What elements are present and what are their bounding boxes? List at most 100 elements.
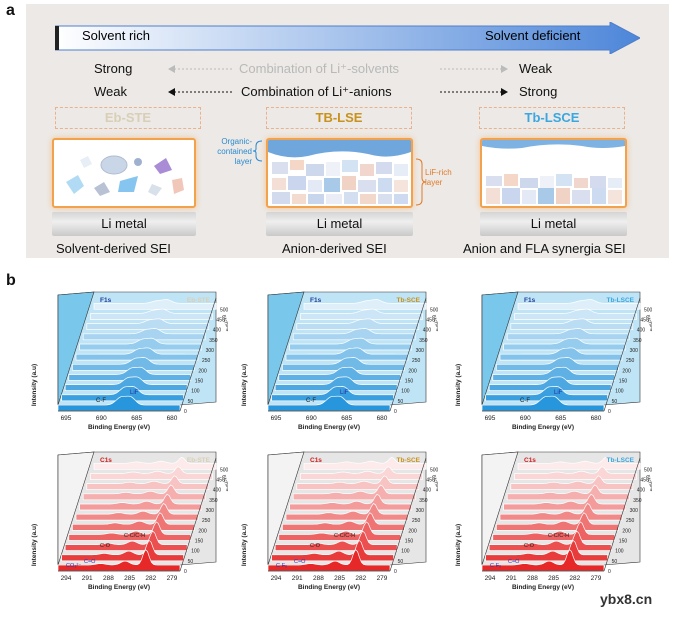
depth-tick-label: 350 <box>209 338 218 344</box>
x-axis-label: Binding Energy (eV) <box>88 584 150 591</box>
sei-box-solvent <box>52 138 196 208</box>
x-tick-label: 690 <box>96 415 107 422</box>
depth-tick-label: 0 <box>608 569 611 575</box>
depth-tick-label: 200 <box>198 528 207 534</box>
spectrum-layer <box>292 484 416 501</box>
spectrum-layer <box>61 539 184 562</box>
spectrum-layer <box>488 376 612 392</box>
spectrum-layer <box>61 386 184 402</box>
caption-solvent-sei: Solvent-derived SEI <box>56 241 171 256</box>
spectrum-layer <box>282 512 405 531</box>
depth-tick-label: 450 <box>216 317 225 323</box>
annotation-label: C-Fₓ <box>490 563 501 569</box>
lif-layer-bracket <box>415 158 427 206</box>
spectrum-layer <box>82 328 206 341</box>
row2-left-arrow <box>168 88 234 96</box>
depth-axis-label: Etching time (s) <box>430 314 438 349</box>
depth-tick-label: 300 <box>206 508 215 514</box>
depth-tick-label: 350 <box>633 498 642 504</box>
x-tick-label: 294 <box>61 575 72 582</box>
depth-axis-line <box>179 297 217 412</box>
x-tick-label: 288 <box>103 575 114 582</box>
depth-tick-label: 100 <box>401 549 410 555</box>
depth-tick-label: 50 <box>188 559 194 565</box>
label-tb-lsce: Tb-LSCE <box>479 107 625 129</box>
spectrum-layer <box>499 347 623 361</box>
spectrum-layer <box>517 299 641 310</box>
xps-plot-svg: 294 291 288 285 282 279 Binding Energy (eV) Int… <box>455 451 662 591</box>
row1-right: Weak <box>519 61 552 76</box>
depth-tick-label: 350 <box>419 498 428 504</box>
depth-tick-label: 0 <box>394 409 397 415</box>
depth-axis-label: Etching time (s) <box>220 474 228 509</box>
depth-tick-label: 450 <box>216 477 225 483</box>
spectrum-layer <box>289 493 412 511</box>
element-label: C1s <box>310 457 322 464</box>
x-tick-label: 685 <box>555 415 566 422</box>
depth-tick-label: 150 <box>619 378 628 384</box>
depth-axis-label: Etching time (s) <box>430 474 438 509</box>
x-tick-label: 685 <box>341 415 352 422</box>
annotation-label: C-O <box>100 543 111 549</box>
depth-tick-label: 0 <box>184 569 187 575</box>
spectrum-layer <box>492 521 616 541</box>
depth-tick-label: 500 <box>430 467 438 473</box>
label-tb-lse: TB-LSE <box>266 107 412 129</box>
depth-tick-label: 350 <box>419 338 428 344</box>
row1-left-arrow <box>168 65 234 73</box>
solvent-gradient-arrow <box>55 22 640 54</box>
depth-axis-line <box>179 457 217 572</box>
xps-side-wall <box>267 291 305 406</box>
solvent-deficient-label: Solvent deficient <box>485 28 581 43</box>
x-tick-label: 695 <box>485 415 496 422</box>
x-tick-label: 291 <box>82 575 93 582</box>
xps-c1s-eb-ste: 294 291 288 285 282 279 Binding Energy (eV) Int… <box>28 432 238 617</box>
x-tick-label: 291 <box>292 575 303 582</box>
depth-axis-label: Etching time (s) <box>644 314 652 349</box>
spectrum-layer <box>289 337 412 351</box>
sei-box-synergia <box>480 138 627 208</box>
x-tick-label: 291 <box>506 575 517 582</box>
y-axis-label: Intensity (a.u) <box>31 364 38 406</box>
li-metal-2: Li metal <box>266 212 413 236</box>
depth-tick-label: 500 <box>644 307 652 313</box>
depth-tick-label: 500 <box>430 307 438 313</box>
y-axis-label: Intensity (a.u) <box>31 524 38 566</box>
spectrum-layer <box>492 366 616 381</box>
spectrum-layer <box>503 337 626 351</box>
spectrum-layer <box>271 539 394 562</box>
depth-tick-label: 250 <box>202 518 211 524</box>
depth-tick-label: 200 <box>622 528 631 534</box>
spectrum-layer <box>496 512 619 531</box>
x-tick-label: 279 <box>377 575 388 582</box>
annotation-label: C=O <box>508 559 520 565</box>
organic-layer-bracket <box>252 140 263 162</box>
element-label: C1s <box>100 457 112 464</box>
solvent-sei-illustration <box>66 155 184 196</box>
spectrum-layer <box>75 503 199 521</box>
depth-tick-label: 250 <box>626 518 635 524</box>
spectrum-layer <box>93 299 217 310</box>
spectrum-layer <box>300 466 423 480</box>
annotation-label: C-C/C-H <box>124 533 145 539</box>
x-tick-label: 685 <box>131 415 142 422</box>
spectrum-layer <box>79 337 202 351</box>
element-label: F1s <box>310 297 322 304</box>
depth-tick-label: 250 <box>412 518 421 524</box>
x-tick-label: 279 <box>167 575 178 582</box>
spectrum-layer <box>267 395 391 412</box>
x-tick-label: 294 <box>271 575 282 582</box>
depth-tick-label: 150 <box>195 538 204 544</box>
x-tick-label: 288 <box>313 575 324 582</box>
depth-tick-label: 300 <box>416 508 425 514</box>
xps-c1s-tb-lsce: 294 291 288 285 282 279 Binding Energy (eV) Int… <box>452 432 662 617</box>
x-axis-label: Binding Energy (eV) <box>512 584 574 591</box>
x-tick-label: 279 <box>591 575 602 582</box>
annotation-label: C-C/C-H <box>334 533 355 539</box>
sample-label: Tb-SCE <box>397 457 421 464</box>
x-tick-label: 695 <box>271 415 282 422</box>
xps-plot-svg: 294 291 288 285 282 279 Binding Energy (eV) Int… <box>241 451 448 591</box>
depth-tick-label: 500 <box>220 467 228 473</box>
spectrum-layer <box>303 457 427 470</box>
spectrum-layer <box>90 466 213 480</box>
